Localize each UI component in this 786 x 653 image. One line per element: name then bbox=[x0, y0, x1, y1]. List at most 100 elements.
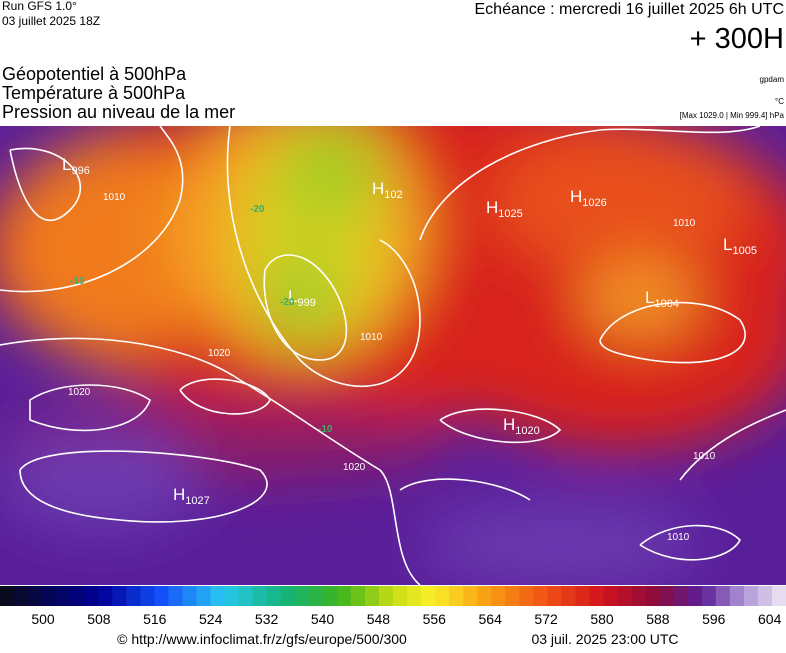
center-value: 996 bbox=[71, 165, 89, 177]
unit-label: °C bbox=[775, 97, 784, 106]
colorbar-swatch bbox=[168, 586, 183, 606]
colorbar-swatch bbox=[519, 586, 534, 606]
colorbar-swatch bbox=[364, 586, 380, 606]
center-letter: H bbox=[503, 415, 515, 434]
colorbar: 500 508 516 524 532 540 548 556 564 572 580 588 596 6… bbox=[0, 586, 786, 627]
colorbar-swatch bbox=[421, 586, 436, 606]
colorbar-swatch bbox=[140, 586, 155, 606]
colorbar-swatch bbox=[715, 586, 731, 606]
pressure-center: H1027 bbox=[173, 485, 210, 507]
colorbar-swatch bbox=[126, 586, 141, 606]
pressure-center: L996 bbox=[62, 155, 90, 177]
temperature-label: -10 bbox=[318, 424, 333, 435]
colorbar-swatch bbox=[98, 586, 113, 606]
colorbar-label: 564 bbox=[479, 611, 503, 627]
pressure-center: L1005 bbox=[723, 235, 757, 257]
pressure-center: L999 bbox=[288, 287, 316, 309]
colorbar-swatch bbox=[182, 586, 197, 606]
colorbar-label: 500 bbox=[31, 611, 55, 627]
colorbar-swatch bbox=[407, 586, 422, 606]
colorbar-swatch bbox=[252, 586, 268, 606]
run-date: 03 juillet 2025 18Z bbox=[2, 14, 100, 28]
colorbar-label: 580 bbox=[590, 611, 614, 627]
colorbar-swatch bbox=[449, 586, 464, 606]
colorbar-label: 524 bbox=[199, 611, 223, 627]
center-value: 1026 bbox=[582, 197, 606, 209]
isobar-label: 1020 bbox=[68, 387, 91, 398]
isobar-label: 1010 bbox=[103, 192, 126, 203]
source-url: © http://www.infoclimat.fr/z/gfs/europe/… bbox=[117, 631, 407, 647]
temperature-label: -10 bbox=[70, 276, 85, 287]
center-letter: H bbox=[372, 179, 384, 198]
colorbar-swatch bbox=[0, 586, 15, 606]
colorbar-swatch bbox=[238, 586, 254, 606]
temperature-label: -20 bbox=[250, 204, 265, 215]
isobar-label: 1010 bbox=[673, 218, 696, 229]
pressure-center: H1026 bbox=[570, 187, 607, 209]
isobar-label: 1010 bbox=[693, 451, 716, 462]
center-value: 1004 bbox=[654, 298, 678, 310]
colorbar-swatch bbox=[336, 586, 352, 606]
colorbar-swatch bbox=[757, 586, 773, 606]
colorbar-swatch bbox=[743, 586, 759, 606]
center-value: 1027 bbox=[185, 495, 209, 507]
colorbar-label: 516 bbox=[143, 611, 167, 627]
colorbar-swatch bbox=[505, 586, 520, 606]
isobar-label: 1020 bbox=[343, 462, 366, 473]
center-letter: L bbox=[723, 235, 732, 254]
colorbar-swatch bbox=[435, 586, 450, 606]
colorbar-swatch bbox=[645, 586, 661, 606]
colorbar-label: 548 bbox=[367, 611, 391, 627]
generated-time: 03 juil. 2025 23:00 UTC bbox=[531, 631, 678, 647]
colorbar-swatch bbox=[28, 586, 43, 606]
colorbar-swatch bbox=[673, 586, 689, 606]
colorbar-swatch bbox=[729, 586, 745, 606]
center-value: 1005 bbox=[732, 245, 756, 257]
colorbar-swatch bbox=[196, 586, 212, 606]
layer-title: Température à 500hPa bbox=[2, 83, 186, 103]
pressure-center: L1004 bbox=[645, 288, 679, 310]
center-value: 102 bbox=[384, 189, 402, 201]
center-value: 999 bbox=[297, 297, 315, 309]
colorbar-swatch bbox=[547, 586, 562, 606]
colorbar-swatch bbox=[56, 586, 71, 606]
center-letter: L bbox=[288, 287, 297, 306]
colorbar-label: 556 bbox=[423, 611, 447, 627]
colorbar-label: 572 bbox=[534, 611, 558, 627]
colorbar-swatch bbox=[491, 586, 506, 606]
colorbar-swatch bbox=[350, 586, 366, 606]
colorbar-swatch bbox=[575, 586, 590, 606]
center-letter: L bbox=[645, 288, 654, 307]
colorbar-swatch bbox=[70, 586, 85, 606]
colorbar-label: 604 bbox=[758, 611, 782, 627]
isobar-label: 1010 bbox=[360, 332, 383, 343]
colorbar-swatch bbox=[687, 586, 703, 606]
center-value: 1020 bbox=[515, 425, 539, 437]
unit-label: [Max 1029.0 | Min 999.4] hPa bbox=[680, 111, 785, 120]
pressure-center: H102 bbox=[372, 179, 403, 201]
colorbar-swatch bbox=[322, 586, 338, 606]
colorbar-swatch bbox=[659, 586, 675, 606]
run-label: Run GFS 1.0° bbox=[2, 0, 77, 13]
pressure-center: H1020 bbox=[503, 415, 540, 437]
colorbar-label: 588 bbox=[646, 611, 670, 627]
colorbar-label: 508 bbox=[87, 611, 111, 627]
colorbar-swatch bbox=[463, 586, 478, 606]
colorbar-swatch bbox=[617, 586, 633, 606]
colorbar-swatch bbox=[14, 586, 29, 606]
unit-label: gpdam bbox=[760, 75, 785, 84]
center-letter: H bbox=[570, 187, 582, 206]
pressure-center: H1025 bbox=[486, 198, 523, 220]
colorbar-label: 596 bbox=[702, 611, 726, 627]
colorbar-swatch bbox=[589, 586, 605, 606]
temperature-field bbox=[0, 126, 786, 585]
colorbar-swatch bbox=[210, 586, 226, 606]
colorbar-swatch bbox=[154, 586, 169, 606]
colorbar-swatch bbox=[294, 586, 310, 606]
map bbox=[0, 126, 786, 585]
center-letter: H bbox=[173, 485, 185, 504]
isobar-label: 1010 bbox=[667, 532, 690, 543]
temperature-label: -20 bbox=[280, 297, 295, 308]
colorbar-swatch bbox=[84, 586, 99, 606]
